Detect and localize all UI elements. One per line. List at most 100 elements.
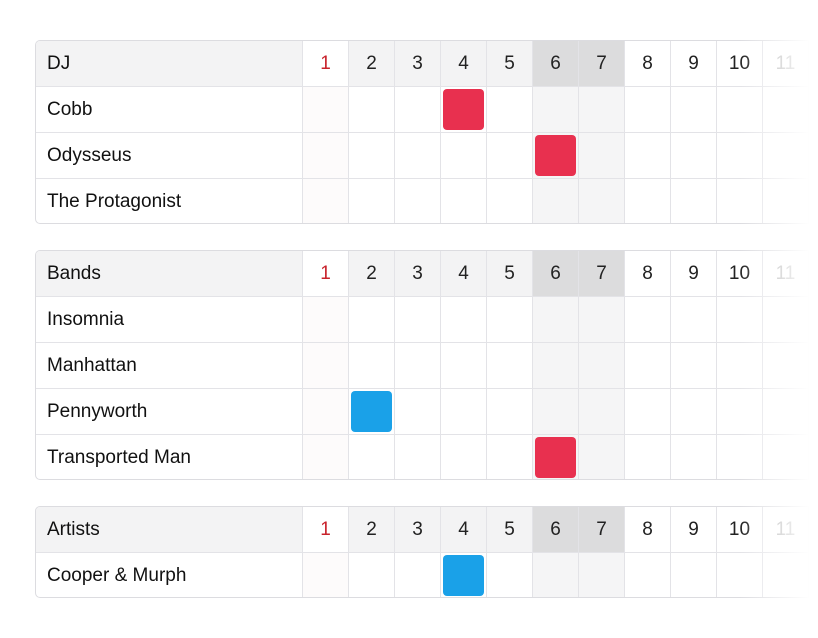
- day-cell[interactable]: [579, 343, 625, 389]
- day-cell[interactable]: [487, 343, 533, 389]
- day-header[interactable]: 6: [533, 41, 579, 87]
- event-block[interactable]: [535, 135, 576, 176]
- day-cell[interactable]: [487, 435, 533, 479]
- day-cell[interactable]: [441, 179, 487, 223]
- day-cell[interactable]: [303, 553, 349, 597]
- day-header[interactable]: 7: [579, 41, 625, 87]
- day-header[interactable]: 6: [533, 507, 579, 553]
- day-header[interactable]: 9: [671, 41, 717, 87]
- event-block[interactable]: [351, 391, 392, 432]
- day-cell[interactable]: [395, 435, 441, 479]
- day-cell[interactable]: [625, 553, 671, 597]
- day-cell[interactable]: [533, 87, 579, 133]
- day-header[interactable]: 7: [579, 507, 625, 553]
- day-cell[interactable]: [441, 343, 487, 389]
- day-cell[interactable]: [671, 435, 717, 479]
- day-cell[interactable]: [487, 297, 533, 343]
- day-cell[interactable]: [487, 553, 533, 597]
- day-cell[interactable]: [763, 343, 809, 389]
- day-cell[interactable]: [763, 389, 809, 435]
- day-header[interactable]: 11: [763, 41, 809, 87]
- day-header[interactable]: 8: [625, 41, 671, 87]
- day-cell[interactable]: [625, 87, 671, 133]
- day-cell[interactable]: [395, 297, 441, 343]
- day-header[interactable]: 3: [395, 251, 441, 297]
- day-cell[interactable]: [303, 87, 349, 133]
- day-cell[interactable]: [717, 553, 763, 597]
- day-cell[interactable]: [487, 179, 533, 223]
- day-cell[interactable]: [763, 133, 809, 179]
- day-header[interactable]: 8: [625, 251, 671, 297]
- day-cell[interactable]: [303, 389, 349, 435]
- day-cell[interactable]: [625, 435, 671, 479]
- day-cell[interactable]: [579, 435, 625, 479]
- day-header[interactable]: 3: [395, 507, 441, 553]
- day-cell[interactable]: [579, 297, 625, 343]
- day-header[interactable]: 9: [671, 251, 717, 297]
- day-cell[interactable]: [395, 87, 441, 133]
- day-header[interactable]: 1: [303, 41, 349, 87]
- day-header[interactable]: 10: [717, 251, 763, 297]
- day-cell[interactable]: [303, 435, 349, 479]
- day-cell[interactable]: [671, 343, 717, 389]
- day-cell[interactable]: [349, 179, 395, 223]
- day-cell[interactable]: [625, 297, 671, 343]
- day-cell[interactable]: [717, 343, 763, 389]
- day-cell[interactable]: [533, 179, 579, 223]
- day-header[interactable]: 5: [487, 507, 533, 553]
- day-cell[interactable]: [349, 297, 395, 343]
- day-header[interactable]: 5: [487, 251, 533, 297]
- day-header[interactable]: 11: [763, 507, 809, 553]
- day-header[interactable]: 7: [579, 251, 625, 297]
- day-header[interactable]: 6: [533, 251, 579, 297]
- event-block[interactable]: [443, 555, 484, 596]
- day-cell[interactable]: [487, 87, 533, 133]
- day-cell[interactable]: [395, 389, 441, 435]
- day-cell[interactable]: [533, 553, 579, 597]
- day-header[interactable]: 10: [717, 41, 763, 87]
- day-cell[interactable]: [717, 179, 763, 223]
- day-cell[interactable]: [763, 297, 809, 343]
- day-cell[interactable]: [533, 389, 579, 435]
- day-cell[interactable]: [671, 297, 717, 343]
- day-header[interactable]: 5: [487, 41, 533, 87]
- day-cell[interactable]: [533, 343, 579, 389]
- day-cell[interactable]: [579, 553, 625, 597]
- day-header[interactable]: 1: [303, 507, 349, 553]
- day-header[interactable]: 1: [303, 251, 349, 297]
- day-cell[interactable]: [579, 389, 625, 435]
- day-cell[interactable]: [763, 87, 809, 133]
- day-cell[interactable]: [717, 133, 763, 179]
- day-cell[interactable]: [533, 297, 579, 343]
- day-header[interactable]: 10: [717, 507, 763, 553]
- day-cell[interactable]: [579, 179, 625, 223]
- day-cell[interactable]: [303, 179, 349, 223]
- day-cell[interactable]: [671, 389, 717, 435]
- day-cell[interactable]: [349, 133, 395, 179]
- day-cell[interactable]: [717, 435, 763, 479]
- day-cell[interactable]: [441, 389, 487, 435]
- day-cell[interactable]: [671, 179, 717, 223]
- day-header[interactable]: 11: [763, 251, 809, 297]
- day-cell[interactable]: [625, 343, 671, 389]
- day-header[interactable]: 3: [395, 41, 441, 87]
- day-header[interactable]: 9: [671, 507, 717, 553]
- day-cell[interactable]: [487, 389, 533, 435]
- day-cell[interactable]: [625, 133, 671, 179]
- day-header[interactable]: 2: [349, 251, 395, 297]
- day-cell[interactable]: [441, 297, 487, 343]
- day-cell[interactable]: [579, 133, 625, 179]
- day-cell[interactable]: [395, 553, 441, 597]
- day-cell[interactable]: [717, 389, 763, 435]
- day-cell[interactable]: [763, 179, 809, 223]
- day-cell[interactable]: [349, 343, 395, 389]
- event-block[interactable]: [535, 437, 576, 478]
- day-cell[interactable]: [303, 133, 349, 179]
- day-cell[interactable]: [671, 133, 717, 179]
- day-cell[interactable]: [487, 133, 533, 179]
- day-cell[interactable]: [395, 133, 441, 179]
- day-cell[interactable]: [395, 179, 441, 223]
- event-block[interactable]: [443, 89, 484, 130]
- day-cell[interactable]: [579, 87, 625, 133]
- day-header[interactable]: 4: [441, 507, 487, 553]
